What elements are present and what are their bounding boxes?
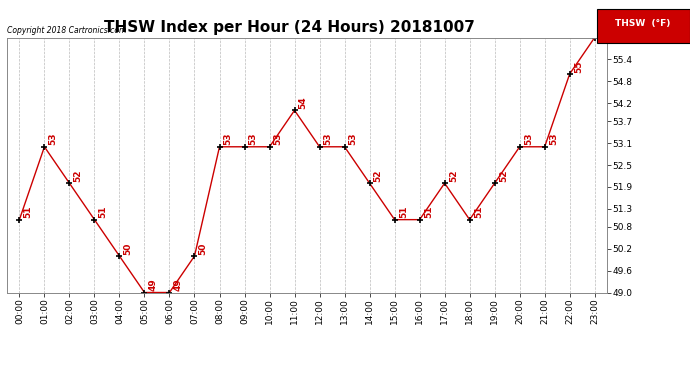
Text: 50: 50 <box>199 242 208 255</box>
Text: 49: 49 <box>174 278 183 291</box>
Text: 52: 52 <box>499 170 508 182</box>
Text: 50: 50 <box>124 242 132 255</box>
Text: 52: 52 <box>448 170 457 182</box>
Text: 51: 51 <box>424 206 433 218</box>
Text: 53: 53 <box>549 133 558 146</box>
Title: THSW Index per Hour (24 Hours) 20181007: THSW Index per Hour (24 Hours) 20181007 <box>104 20 475 35</box>
Text: 56: 56 <box>599 24 608 36</box>
Text: 51: 51 <box>23 206 32 218</box>
Text: 52: 52 <box>374 170 383 182</box>
Text: 53: 53 <box>348 133 357 146</box>
Text: 51: 51 <box>99 206 108 218</box>
Text: 53: 53 <box>274 133 283 146</box>
Text: 49: 49 <box>148 278 157 291</box>
Text: 53: 53 <box>248 133 257 146</box>
Text: Copyright 2018 Cartronics.com: Copyright 2018 Cartronics.com <box>7 26 126 35</box>
Text: 52: 52 <box>74 170 83 182</box>
Text: 51: 51 <box>474 206 483 218</box>
Text: 53: 53 <box>524 133 533 146</box>
Text: 53: 53 <box>324 133 333 146</box>
Text: 51: 51 <box>399 206 408 218</box>
Text: 55: 55 <box>574 60 583 72</box>
Text: THSW  (°F): THSW (°F) <box>615 19 671 28</box>
Text: 53: 53 <box>48 133 57 146</box>
Text: 54: 54 <box>299 96 308 109</box>
Text: 53: 53 <box>224 133 233 146</box>
